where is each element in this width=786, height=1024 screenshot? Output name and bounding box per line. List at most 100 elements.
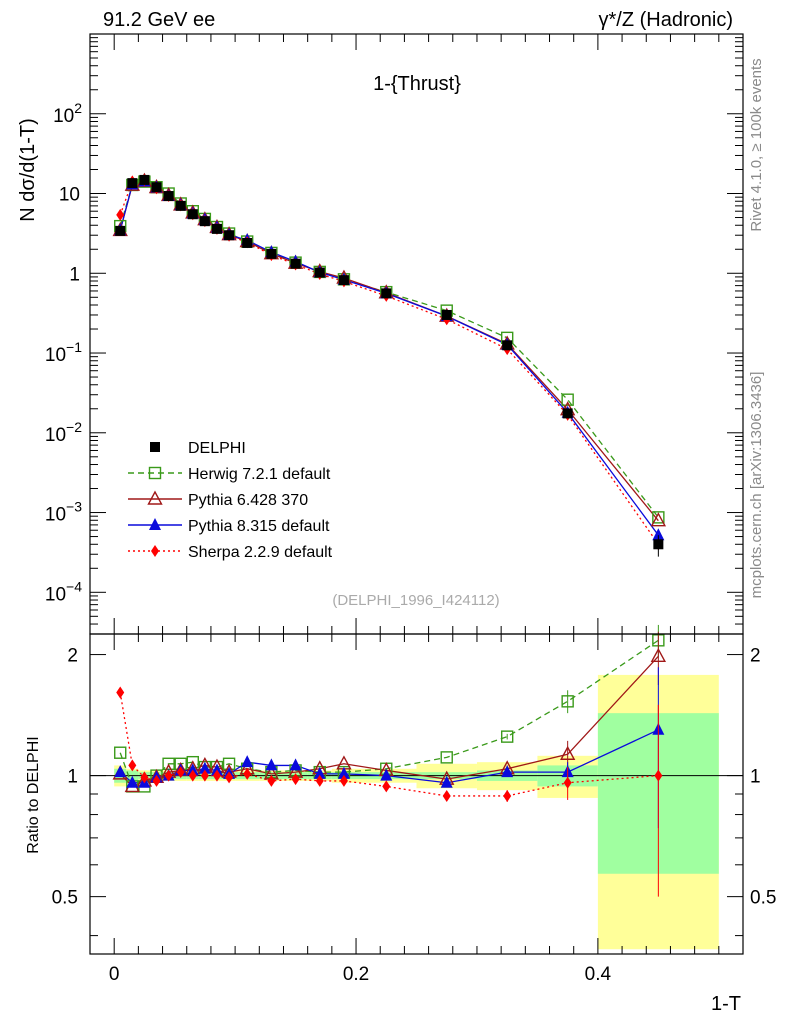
legend-label: Sherpa 2.2.9 default (188, 544, 333, 561)
y-tick-label: 10 (59, 185, 80, 206)
analysis-id: (DELPHI_1996_I424112) (332, 592, 499, 609)
ratio-marker-pythia (210, 763, 223, 776)
legend-label: Herwig 7.2.1 default (188, 466, 331, 483)
y-tick-label: 10−4 (45, 578, 82, 605)
main-marker-delphi (127, 178, 138, 189)
main-marker-delphi (502, 340, 513, 351)
ratio-marker-pythia (380, 768, 393, 781)
ratio-marker-herwig (440, 751, 453, 764)
ratio-y-tick-label: 1 (67, 767, 78, 788)
main-marker-delphi (115, 225, 126, 236)
ratio-marker-sherpa (164, 769, 173, 782)
main-marker-delphi (224, 230, 235, 241)
ratio-y-tick-label: 2 (67, 646, 78, 667)
ratio-marker-pythia (501, 765, 514, 778)
ratio-marker-sherpa (225, 771, 234, 784)
ratio-marker-herwig (500, 730, 514, 743)
main-marker-delphi (139, 174, 150, 185)
ratio-marker-pythia (559, 745, 576, 760)
legend: DELPHI Herwig 7.2.1 default Pythia 6.428 3… (128, 440, 333, 561)
ratio-marker-sherpa (503, 789, 512, 802)
main-marker-delphi (175, 200, 186, 211)
ratio-marker-sherpa (116, 686, 125, 699)
header-left: 91.2 GeV ee (103, 9, 215, 31)
main-marker-delphi (163, 191, 174, 202)
ratio-y-axis-label: Ratio to DELPHI (25, 736, 42, 853)
y-tick-label: 102 (53, 100, 82, 127)
legend-label: DELPHI (188, 440, 246, 457)
legend-marker (147, 490, 163, 505)
main-line-sherpa (119, 179, 659, 545)
legend-marker (148, 466, 162, 480)
main-marker-delphi (199, 216, 210, 227)
main-marker-delphi (266, 248, 277, 259)
main-marker-delphi (338, 275, 349, 286)
x-tick-label: 0.4 (585, 964, 612, 985)
y-tick-label: 1 (69, 264, 80, 285)
main-marker-sherpa (116, 208, 125, 221)
ratio-marker-pythia (126, 775, 139, 788)
legend-marker (150, 442, 160, 452)
ratio-marker-sherpa (563, 776, 572, 789)
ratio-y-tick-label: 0.5 (52, 888, 78, 909)
main-marker-delphi (562, 408, 573, 419)
y-axis-label: N dσ/d(1-T) (17, 118, 39, 221)
ratio-marker-pythia (440, 775, 453, 788)
y-tick-label: 10−1 (45, 339, 82, 366)
ratio-marker-herwig (114, 746, 127, 759)
ratio-y-tick-label-right: 0.5 (750, 888, 776, 909)
ratio-marker-pythia (337, 766, 350, 779)
ratio-marker-sherpa (188, 769, 197, 782)
main-marker-pythia (652, 528, 665, 541)
legend-label: Pythia 8.315 default (188, 518, 330, 535)
main-marker-delphi (211, 223, 222, 234)
legend-label: Pythia 6.428 370 (188, 492, 308, 509)
ratio-marker-pythia (313, 766, 326, 779)
main-marker-delphi (242, 237, 253, 248)
uncertainty-bands (90, 674, 743, 950)
ratio-marker-sherpa (267, 774, 276, 787)
ratio-marker-sherpa (152, 774, 161, 787)
ratio-marker-pythia (650, 647, 667, 663)
ratio-marker-sherpa (339, 774, 348, 787)
ratio-marker-sherpa (140, 771, 149, 784)
main-marker-delphi (187, 209, 198, 220)
ratio-marker-pythia (114, 765, 127, 778)
plot-title: 1-{Thrust} (373, 73, 461, 95)
series-markers (112, 172, 667, 897)
main-marker-herwig (652, 511, 665, 524)
main-marker-delphi (653, 539, 664, 550)
ratio-marker-sherpa (315, 774, 324, 787)
ratio-marker-sherpa (442, 789, 451, 802)
ratio-marker-sherpa (382, 780, 391, 793)
ratio-y-tick-label-right: 1 (750, 767, 761, 788)
ratio-marker-pythia (265, 758, 278, 771)
legend-marker (149, 518, 161, 530)
ratio-line-herwig (119, 639, 659, 788)
x-tick-label: 0.2 (343, 964, 369, 985)
y-tick-label: 10−2 (45, 419, 82, 446)
ratio-marker-sherpa (128, 759, 137, 772)
main-marker-herwig (561, 393, 574, 406)
ratio-marker-sherpa (212, 769, 221, 782)
ratio-marker-pythia (198, 761, 211, 774)
axes-ticks: 0 0.2 0.4 10−4 10−3 10−2 10−1 1 10 102 0.5 0.5 1 1 2 2 (45, 34, 776, 985)
legend-marker (151, 545, 159, 557)
ratio-marker-herwig (561, 695, 574, 708)
ratio-marker-sherpa (654, 769, 663, 782)
ratio-marker-sherpa (291, 773, 300, 786)
mcplots-label: mcplots.cern.ch [arXiv:1306.3436] (748, 372, 765, 599)
ratio-marker-sherpa (243, 767, 252, 780)
main-marker-delphi (151, 182, 162, 193)
x-tick-label: 0 (109, 964, 120, 985)
ratio-marker-sherpa (200, 769, 209, 782)
main-marker-delphi (314, 267, 325, 278)
ratio-marker-pythia (289, 758, 302, 771)
main-marker-pythia (650, 512, 667, 527)
series-lines (119, 179, 659, 797)
ratio-y-tick-label-right: 2 (750, 646, 761, 667)
main-marker-delphi (441, 309, 452, 320)
main-marker-delphi (381, 288, 392, 299)
ratio-marker-pythia (241, 755, 254, 768)
